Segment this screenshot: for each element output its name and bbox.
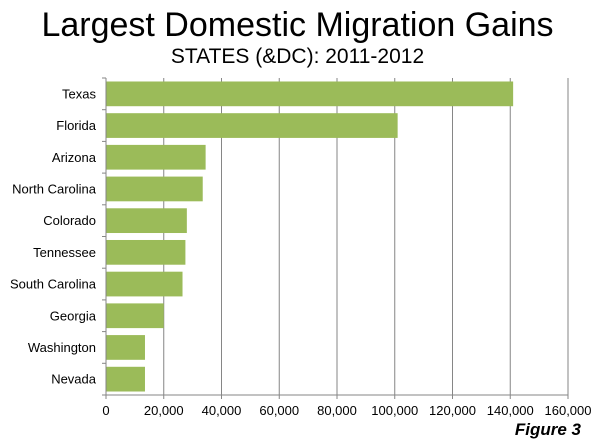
x-tick-label: 60,000 [259, 403, 299, 418]
category-label: Texas [62, 86, 96, 101]
category-label: Arizona [52, 150, 97, 165]
category-labels: Texas Florida Arizona North Carolina Colorad… [10, 86, 97, 386]
x-tick-label: 100,000 [371, 403, 418, 418]
category-label: South Carolina [10, 277, 97, 292]
axes [102, 77, 569, 399]
bar [106, 366, 145, 392]
x-tick-label: 20,000 [144, 403, 184, 418]
bar [106, 176, 203, 202]
bar [106, 239, 186, 265]
category-label: Georgia [50, 308, 97, 323]
bar [106, 271, 183, 297]
bar [106, 81, 514, 107]
bars [106, 81, 514, 392]
bar [106, 208, 187, 234]
bar [106, 144, 206, 170]
category-label: Washington [28, 340, 96, 355]
x-tick-label: 160,000 [545, 403, 592, 418]
figure-label: Figure 3 [514, 420, 581, 439]
x-tick-label: 0 [102, 403, 109, 418]
category-label: North Carolina [12, 181, 97, 196]
category-label: Colorado [43, 213, 96, 228]
x-tick-label: 80,000 [317, 403, 357, 418]
chart-title: Largest Domestic Migration Gains [41, 6, 554, 44]
bar [106, 335, 145, 360]
x-tick-label: 140,000 [487, 403, 534, 418]
category-label: Tennessee [33, 245, 96, 260]
chart-subtitle: STATES (&DC): 2011-2012 [170, 45, 425, 68]
category-label: Nevada [51, 372, 97, 387]
bar [106, 303, 164, 329]
bar [106, 113, 398, 138]
x-tick-label: 40,000 [202, 403, 242, 418]
x-tick-label: 120,000 [429, 403, 476, 418]
category-label: Florida [56, 118, 97, 133]
x-tick-labels: 0 20,000 40,000 60,000 80,000 100,000 120,000 1… [102, 403, 591, 418]
